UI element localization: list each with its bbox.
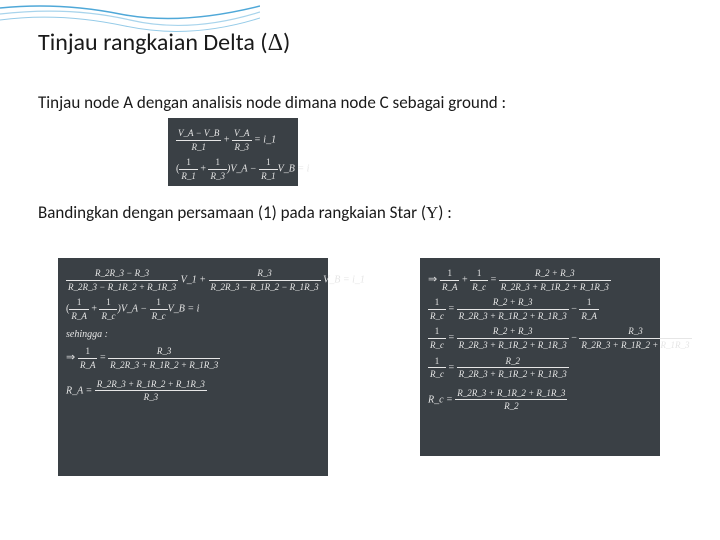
eq3-row1: ⇒ 1R_A + 1R_c = R_2 + R_3R_2R_3 + R_1R_2…	[428, 267, 652, 293]
eq3-row2: 1R_c = R_2 + R_3R_2R_3 + R_1R_2 + R_1R_3…	[428, 296, 652, 322]
title-prefix: Tinjau rangkaian Delta (	[38, 28, 268, 57]
title-suffix: )	[283, 28, 290, 57]
eq3-row5: R_c = R_2R_3 + R_1R_2 + R_1R_3R_2	[428, 387, 652, 413]
equation-block-3: ⇒ 1R_A + 1R_c = R_2 + R_3R_2R_3 + R_1R_2…	[420, 258, 660, 456]
eq1-row1: V_A − V_BR_1 + V_AR_3 = i_1	[176, 127, 290, 153]
eq2-row3: ⇒ 1R_A = R_3R_2R_3 + R_1R_2 + R_1R_3	[66, 345, 320, 371]
equation-block-1: V_A − V_BR_1 + V_AR_3 = i_1 (1R_1 + 1R_3…	[168, 118, 298, 186]
eq3-row4: 1R_c = R_2R_2R_3 + R_1R_2 + R_1R_3	[428, 355, 652, 381]
delta-symbol: Δ	[268, 30, 283, 56]
y-symbol: Y	[426, 203, 438, 222]
eq2-row4: R_A = R_2R_3 + R_1R_2 + R_1R_3R_3	[66, 378, 320, 404]
slide-title: Tinjau rangkaian Delta (Δ)	[38, 28, 290, 57]
eq1-row2: (1R_1 + 1R_3)V_A − 1R_1V_B = i	[176, 156, 290, 182]
eq2-row2: (1R_A + 1R_c)V_A − 1R_cV_B = i	[66, 296, 320, 322]
equation-block-2: R_2R_3 − R_3R_2R_3 − R_1R_2 + R_1R_3 V_1…	[58, 258, 328, 476]
eq2-sehingga: sehingga :	[66, 328, 320, 342]
body-line-2: Bandingkan dengan persamaan (1) pada ran…	[38, 202, 452, 223]
eq3-row3: 1R_c = R_2 + R_3R_2R_3 + R_1R_2 + R_1R_3…	[428, 325, 652, 351]
eq2-row1: R_2R_3 − R_3R_2R_3 − R_1R_2 + R_1R_3 V_1…	[66, 267, 320, 293]
body-line-1: Tinjau node A dengan analisis node diman…	[38, 92, 506, 113]
